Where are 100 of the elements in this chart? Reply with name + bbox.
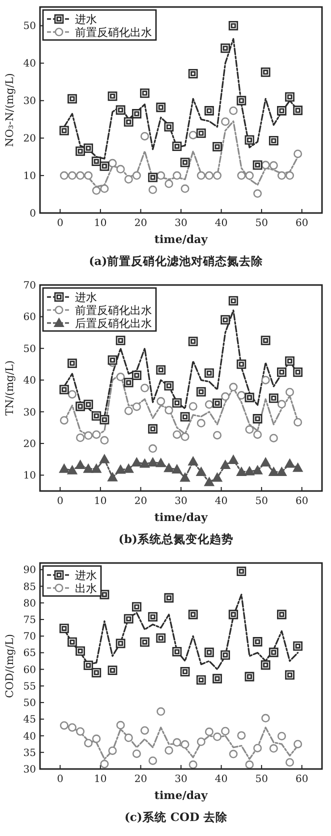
point [260, 457, 271, 466]
y-tick-label: 20 [23, 438, 36, 450]
x-tick-label: 50 [255, 218, 268, 229]
y-tick-label: 50 [23, 344, 36, 355]
point [229, 106, 238, 115]
x-tick-label: 20 [134, 774, 148, 785]
point [100, 760, 109, 768]
legend-label: 前置反硝化出水 [75, 304, 152, 317]
point [244, 466, 254, 476]
point [277, 171, 286, 180]
point [269, 744, 278, 753]
point [188, 760, 198, 769]
y-tick-label: 30 [23, 407, 36, 418]
point [67, 465, 78, 474]
point [245, 425, 254, 434]
point [68, 390, 76, 399]
point [188, 402, 198, 411]
x-tick-label: 30 [174, 496, 188, 507]
point [116, 464, 126, 474]
point [156, 397, 166, 406]
y-tick-label: 70 [23, 280, 36, 292]
x-tick-label: 20 [134, 218, 148, 229]
point [172, 738, 182, 747]
legend-label: 进水 [75, 569, 97, 582]
y-tick-label: 55 [23, 681, 36, 692]
legend-label: 出水 [75, 582, 97, 595]
point [292, 462, 303, 472]
point [60, 171, 68, 180]
point [108, 472, 118, 482]
point [156, 707, 166, 716]
point [91, 464, 102, 473]
x-tick-label: 50 [255, 496, 268, 507]
point [116, 372, 125, 382]
x-tick-label: 10 [94, 774, 107, 785]
x-tick-label: 60 [295, 218, 308, 229]
x-tick-label: 50 [255, 774, 268, 785]
y-tick-label: 30 [23, 764, 36, 776]
point [188, 130, 198, 140]
y-tick-label: 50 [23, 21, 36, 32]
x-axis-title: time/day [154, 233, 208, 246]
y-tick-label: 65 [23, 648, 36, 660]
point [92, 186, 101, 195]
point [148, 444, 158, 453]
point [92, 430, 101, 439]
point [180, 184, 190, 193]
point [276, 466, 287, 476]
point [116, 164, 125, 174]
point [277, 400, 286, 408]
point [229, 750, 238, 758]
point [148, 186, 158, 194]
point [269, 434, 278, 442]
point [221, 117, 230, 126]
point [294, 418, 302, 426]
legend-label: 进水 [75, 291, 97, 304]
y-tick-label: 35 [23, 748, 36, 759]
point [213, 430, 222, 440]
y-tick-label: 30 [23, 96, 36, 108]
y-tick-label: 50 [23, 698, 36, 710]
point [124, 464, 134, 473]
point [60, 416, 68, 425]
point [180, 740, 190, 749]
y-tick-label: 75 [23, 614, 36, 626]
point [213, 732, 222, 742]
point [156, 458, 166, 468]
point [140, 726, 149, 735]
point [237, 731, 246, 740]
point [277, 732, 286, 740]
text: (b)系统总氮变化趋势 [118, 532, 234, 546]
point [132, 402, 141, 411]
point [84, 171, 93, 180]
x-tick-label: 40 [214, 496, 228, 507]
x-tick-label: 0 [56, 218, 64, 229]
point [108, 158, 117, 168]
point [237, 171, 246, 180]
point [237, 391, 246, 400]
x-tick-label: 10 [94, 218, 107, 229]
point [196, 466, 206, 476]
point [269, 161, 278, 170]
point [59, 464, 70, 473]
point [75, 460, 86, 470]
point [180, 472, 190, 482]
point [92, 734, 101, 744]
y-tick-label: 45 [23, 714, 36, 726]
point [286, 388, 294, 396]
point [212, 472, 222, 482]
point [221, 392, 230, 401]
point [68, 723, 76, 732]
point [204, 400, 214, 409]
y-axis-title: NO₃-N/(mg/L) [4, 73, 16, 147]
point [76, 434, 85, 442]
point [284, 458, 295, 468]
point [124, 734, 133, 742]
point [196, 738, 206, 746]
point [124, 175, 133, 184]
point [172, 171, 182, 180]
point [76, 171, 85, 180]
point [132, 171, 141, 180]
point [220, 460, 230, 470]
point [204, 728, 214, 736]
point [196, 418, 206, 428]
